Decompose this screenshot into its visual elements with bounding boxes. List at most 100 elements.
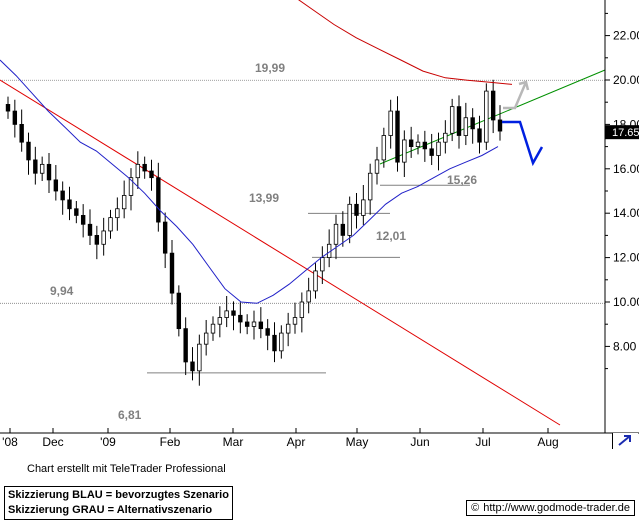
candle-body bbox=[251, 321, 257, 327]
candle-body bbox=[347, 203, 352, 236]
candle-body bbox=[265, 328, 270, 336]
candle-body bbox=[443, 132, 448, 143]
candle-body bbox=[149, 170, 154, 179]
candle-body bbox=[449, 106, 455, 134]
candle-body bbox=[279, 332, 284, 352]
candle-body bbox=[80, 215, 86, 225]
x-tick-label: Apr bbox=[287, 435, 306, 449]
short-moving-average bbox=[0, 59, 499, 304]
candle-body bbox=[429, 148, 434, 156]
candle-body bbox=[39, 163, 45, 174]
candle-body bbox=[176, 292, 182, 330]
plot-area bbox=[0, 0, 605, 433]
x-tick-label: '09 bbox=[100, 435, 116, 449]
candle-body bbox=[354, 203, 359, 216]
y-tick-label: 16.00 bbox=[613, 162, 639, 176]
moving-averages bbox=[0, 0, 513, 304]
x-tick-label: '08 bbox=[2, 435, 18, 449]
candle-body bbox=[46, 163, 52, 181]
scenario-sketches bbox=[502, 80, 544, 167]
legend-grey-scenario: Skizzierung GRAU = Alternativszenario bbox=[8, 504, 213, 516]
candle-body bbox=[395, 110, 400, 163]
x-tick-label: Mar bbox=[223, 435, 244, 449]
downtrend-line bbox=[0, 79, 561, 426]
candle-body bbox=[422, 141, 428, 150]
source-url[interactable]: http://www.godmode-trader.de bbox=[483, 502, 630, 514]
y-tick-label: 12.00 bbox=[613, 251, 639, 265]
candle-body bbox=[320, 257, 325, 272]
candle-body bbox=[60, 190, 65, 201]
candle-body bbox=[313, 270, 318, 292]
candle-body bbox=[361, 199, 366, 216]
y-tick-label: 10.00 bbox=[613, 295, 639, 309]
candle-body bbox=[156, 177, 161, 223]
candle-body bbox=[231, 310, 236, 316]
y-tick-label: 8.00 bbox=[613, 339, 637, 353]
y-tick-label: 20.00 bbox=[613, 73, 639, 87]
candle-body bbox=[142, 163, 147, 172]
candle-body bbox=[197, 343, 202, 372]
candle-body bbox=[121, 195, 127, 210]
x-tick-label: Feb bbox=[160, 435, 181, 449]
scenario-blue-sketch bbox=[502, 120, 544, 167]
candle-body bbox=[224, 310, 229, 318]
last-price-marker: 17.65 bbox=[605, 125, 639, 140]
candle-body bbox=[285, 323, 291, 334]
candle-body bbox=[210, 323, 216, 334]
candle-body bbox=[490, 90, 496, 121]
candle-body bbox=[74, 208, 79, 216]
y-tick-label: 14.00 bbox=[613, 206, 639, 220]
candle-body bbox=[33, 159, 38, 174]
x-axis-ticks: '08 Dec '09 Feb Mar Apr May Jun Jul Aug bbox=[2, 428, 559, 449]
candle-body bbox=[162, 221, 168, 254]
candle-body bbox=[190, 361, 195, 372]
candle-body bbox=[463, 117, 469, 136]
candle-body bbox=[67, 199, 72, 210]
last-price-label: 17.65 bbox=[612, 127, 639, 139]
candle-body bbox=[53, 179, 59, 192]
price-chart: 19,99 15,26 13,99 12,01 9,94 6,81 8.00 10.00 12… bbox=[0, 0, 639, 449]
candle-body bbox=[340, 223, 346, 236]
candle-body bbox=[217, 317, 223, 325]
x-tick-label: Aug bbox=[537, 435, 558, 449]
candle-body bbox=[115, 208, 120, 219]
candle-body bbox=[292, 317, 298, 325]
long-moving-average bbox=[298, 0, 513, 85]
candle-body bbox=[135, 163, 141, 179]
level-label: 15,26 bbox=[447, 173, 477, 187]
last-price-background bbox=[605, 125, 639, 140]
candle-body bbox=[456, 106, 462, 136]
x-tick-label: Dec bbox=[42, 435, 63, 449]
level-label: 9,94 bbox=[50, 284, 74, 298]
candle-body bbox=[374, 159, 380, 174]
candle-body bbox=[381, 135, 387, 161]
candle-body bbox=[436, 141, 441, 156]
candle-body bbox=[299, 301, 305, 318]
level-labels: 19,99 15,26 13,99 12,01 9,94 6,81 bbox=[50, 61, 477, 422]
candle-body bbox=[477, 128, 482, 143]
legend-blue-scenario: Skizzierung BLAU = bevorzugtes Szenario bbox=[8, 489, 229, 501]
candle-body bbox=[244, 321, 250, 327]
scenario-legend: Skizzierung BLAU = bevorzugtes Szenario … bbox=[4, 486, 233, 520]
resize-arrow-icon bbox=[618, 435, 631, 446]
candle-body bbox=[470, 117, 475, 130]
candle-body bbox=[415, 141, 421, 148]
candle-body bbox=[128, 177, 134, 196]
candle-body bbox=[26, 141, 31, 161]
candle-body bbox=[5, 104, 11, 112]
candle-body bbox=[258, 321, 264, 330]
y-tick-label: 22.00 bbox=[613, 29, 639, 43]
candle-body bbox=[12, 110, 18, 125]
candle-body bbox=[183, 328, 188, 363]
candle-body bbox=[108, 217, 113, 232]
source-link[interactable]: © http://www.godmode-trader.de bbox=[466, 500, 635, 516]
level-label: 19,99 bbox=[255, 61, 285, 75]
candle-body bbox=[94, 234, 100, 245]
resize-corner-button[interactable] bbox=[612, 433, 638, 449]
x-tick-label: May bbox=[346, 435, 369, 449]
candle-body bbox=[484, 90, 489, 143]
candle-body bbox=[272, 334, 277, 352]
candle-body bbox=[333, 223, 339, 245]
candle-body bbox=[19, 124, 24, 143]
x-tick-label: Jun bbox=[410, 435, 429, 449]
